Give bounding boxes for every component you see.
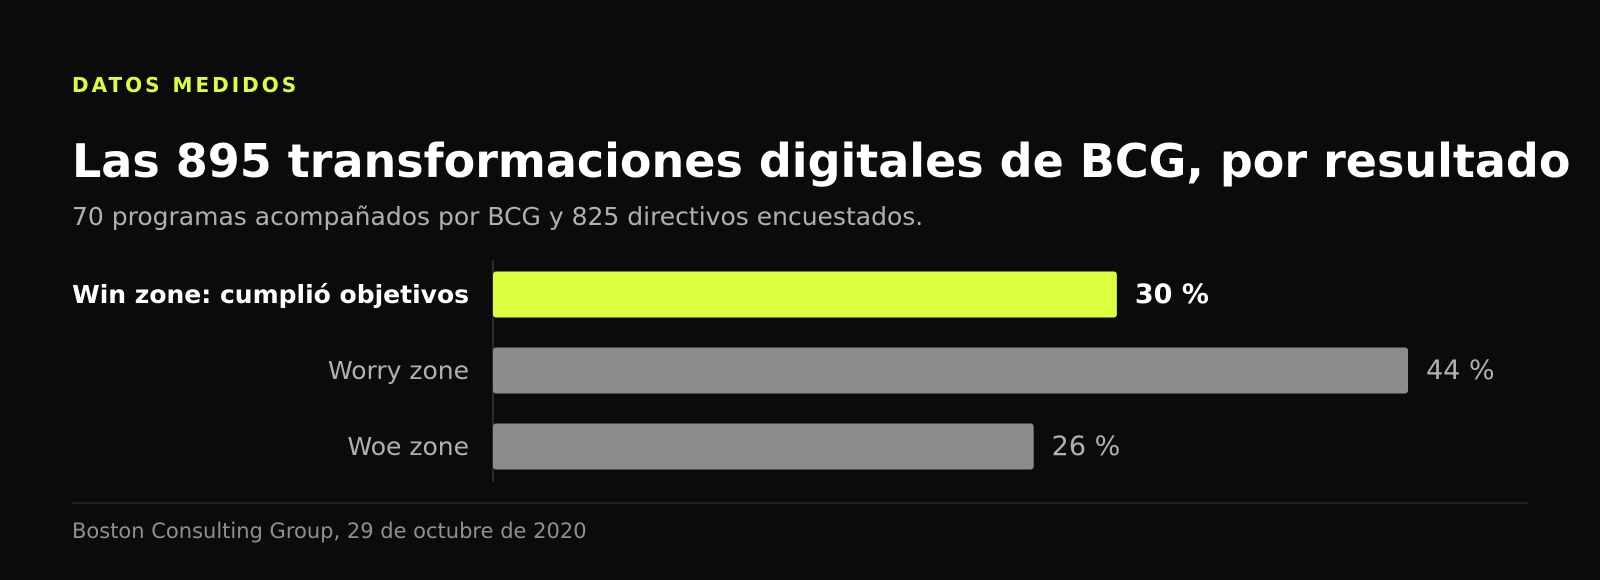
category-label: Win zone: cumplió objetivos — [72, 280, 469, 309]
bar-chart: Win zone: cumplió objetivos 30 % Worry zon… — [72, 260, 1495, 482]
chart-subtitle: 70 programas acompañados por BCG y 825 d… — [72, 202, 924, 231]
category-label: Woe zone — [347, 432, 469, 461]
eyebrow-label: DATOS MEDIDOS — [72, 73, 300, 97]
source-note: Boston Consulting Group, 29 de octubre d… — [72, 519, 587, 543]
value-label: 30 % — [1135, 279, 1209, 310]
category-label: Worry zone — [328, 356, 469, 385]
chart-title: Las 895 transformaciones digitales de BC… — [72, 134, 1571, 188]
value-label: 44 % — [1426, 355, 1495, 386]
bar — [493, 347, 1408, 394]
bar — [493, 271, 1117, 318]
value-label: 26 % — [1052, 431, 1121, 462]
bar — [493, 423, 1034, 470]
footer-divider — [72, 502, 1528, 504]
